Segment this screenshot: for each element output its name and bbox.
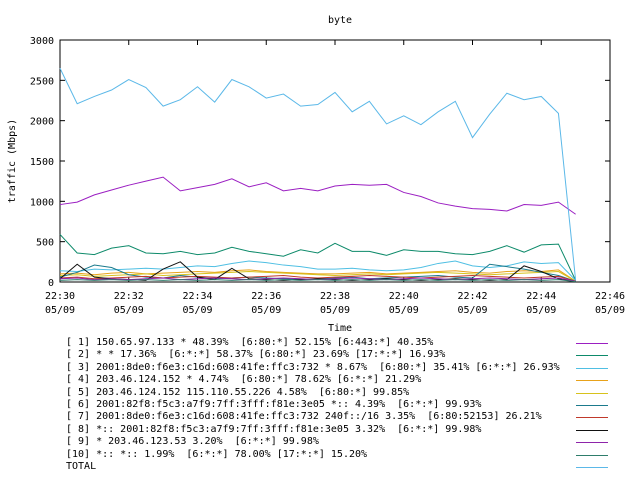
x-tick-date: 05/09: [595, 305, 625, 316]
legend-swatch: [576, 343, 608, 344]
x-tick-date: 05/09: [457, 305, 487, 316]
x-tick-date: 05/09: [251, 305, 281, 316]
legend-swatch: [576, 467, 608, 468]
x-tick-date: 05/09: [389, 305, 419, 316]
x-tick-label: 22:38: [320, 291, 350, 302]
y-tick-label: 1500: [30, 157, 54, 168]
legend-label: [ 1] 150.65.97.133 * 48.39% [6:80:*] 52.…: [66, 337, 434, 348]
y-tick-label: 3000: [30, 36, 54, 47]
legend-label: [ 5] 203.46.124.152 115.110.55.226 4.58%…: [66, 386, 410, 398]
y-axis-label: traffic (Mbps): [7, 119, 18, 203]
x-tick-date: 05/09: [526, 305, 556, 316]
series-line-10: [59, 279, 576, 283]
series-line-2: [59, 234, 577, 281]
legend-label: [ 4] 203.46.124.152 * 4.74% [6:80:*] 78.…: [66, 374, 422, 386]
plot-frame: [59, 39, 611, 283]
series-line-7: [59, 275, 576, 282]
x-tick-date: 05/09: [320, 305, 350, 316]
x-tick-label: 22:32: [114, 291, 144, 302]
legend-label: [ 2] * * 17.36% [6:*:*] 58.37% [6:80:*] …: [66, 349, 446, 361]
y-tick-label: 0: [48, 278, 54, 289]
series-line-5: [59, 271, 576, 282]
legend-swatch: [576, 442, 608, 444]
legend-label: [ 9] * 203.46.123.53 3.20% [6:*:*] 99.98…: [66, 436, 319, 448]
legend-swatch: [576, 392, 608, 394]
legend-label: [ 8] *:: 2001:82f8:f5c3:a7f9:7ff:3fff:f8…: [66, 423, 482, 435]
legend-swatch: [576, 405, 608, 406]
legend-swatch: [576, 380, 608, 382]
x-tick-date: 05/09: [45, 305, 75, 316]
legend-swatch: [576, 417, 608, 419]
line-chart: byte 0 500 1000 1500 2000 2500 3000 22:30 05/09 22…: [7, 15, 625, 334]
x-tick-label: 22:46: [595, 291, 625, 302]
series-line-1: [59, 176, 576, 215]
series-line-11: [59, 68, 577, 281]
chart-title: byte: [328, 15, 352, 26]
legend-swatch: [576, 429, 608, 431]
x-tick-label: 22:40: [389, 291, 419, 302]
y-tick-label: 2000: [30, 117, 54, 128]
series-line-8: [59, 261, 576, 282]
legend-label: [ 7] 2001:8de0:f6e3:c16d:608:41fe:ffc3:7…: [66, 411, 542, 423]
legend-label: TOTAL: [66, 461, 97, 472]
x-axis-label: Time: [328, 323, 352, 334]
y-tick-label: 2500: [30, 76, 54, 87]
x-tick-date: 05/09: [182, 305, 212, 316]
x-tick-label: 22:44: [526, 291, 556, 302]
x-tick-label: 22:30: [45, 291, 75, 302]
x-tick-label: 22:36: [251, 291, 281, 302]
legend-label: [ 6] 2001:82f8:f5c3:a7f9:7ff:3fff:f81e:3…: [66, 399, 482, 410]
x-tick-date: 05/09: [114, 305, 144, 316]
legend-swatch: [576, 355, 608, 357]
legend-swatch: [576, 367, 608, 369]
legend-swatch: [576, 454, 608, 456]
x-tick-label: 22:34: [182, 291, 212, 302]
x-tick-label: 22:42: [457, 291, 487, 302]
y-tick-label: 1000: [30, 197, 54, 208]
legend-label: [10] *:: *:: 1.99% [6:*:*] 78.00% [17:*:…: [66, 448, 368, 460]
series-line-3: [59, 260, 576, 281]
y-tick-label: 500: [36, 238, 54, 249]
legend-label: [ 3] 2001:8de0:f6e3:c16d:608:41fe:ffc3:7…: [66, 361, 560, 373]
